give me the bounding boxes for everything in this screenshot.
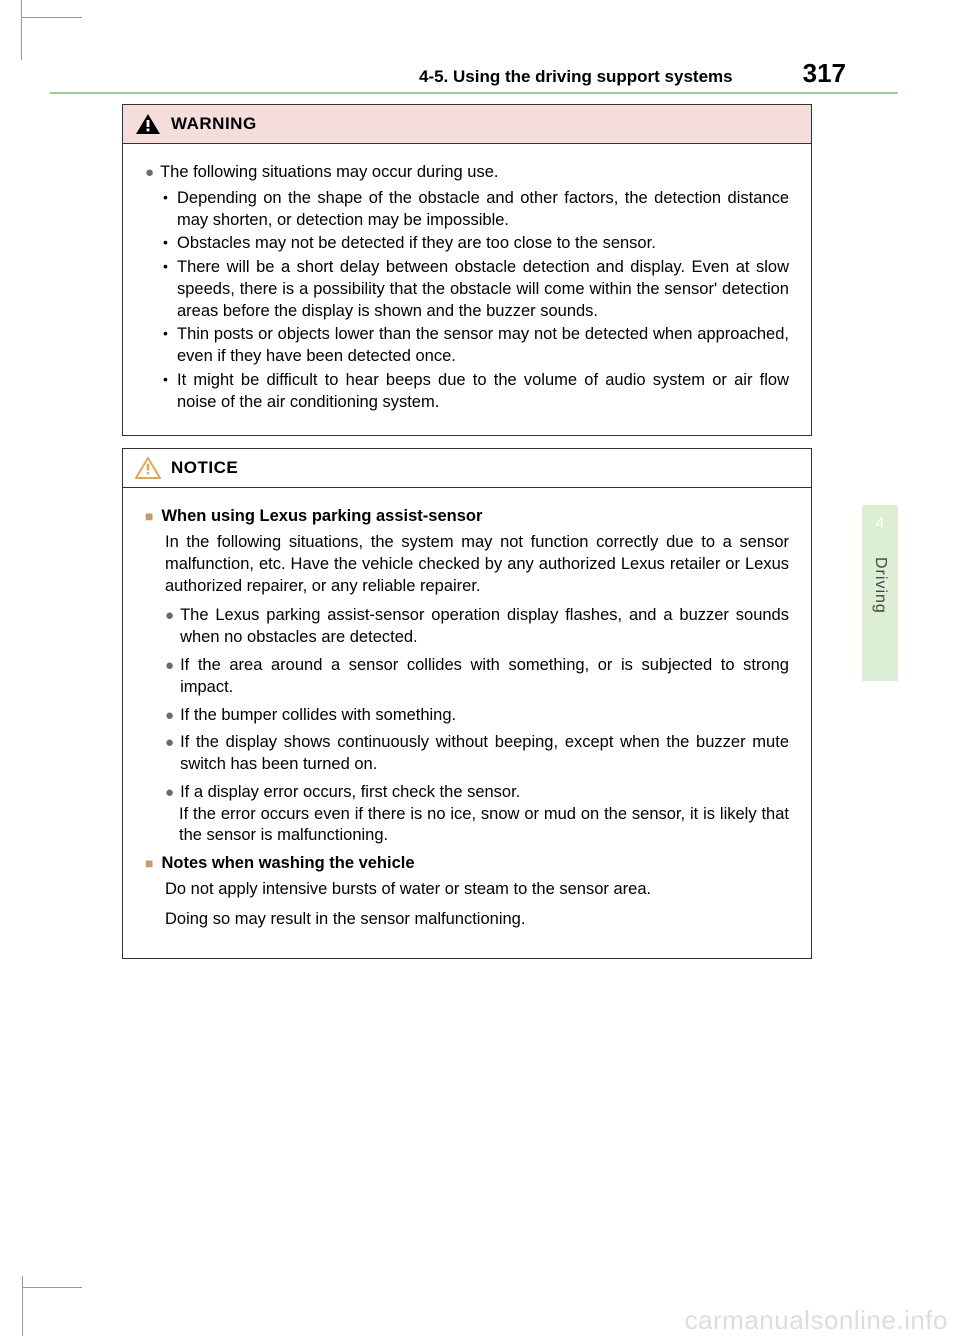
dot-icon: •: [163, 370, 177, 414]
warning-lead: ● The following situations may occur dur…: [145, 162, 789, 184]
section-title: 4-5. Using the driving support systems: [419, 67, 733, 87]
notice-bullet: ● If the bumper collides with something.: [165, 705, 789, 727]
notice-box: NOTICE ■ When using Lexus parking assist…: [122, 448, 812, 959]
notice-bullet: ● If a display error occurs, first check …: [165, 782, 789, 804]
bullet-icon: ●: [165, 655, 174, 699]
square-bullet-icon: ■: [145, 506, 153, 528]
notice-bullet: ●The Lexus parking assist-sensor operati…: [165, 605, 789, 649]
warning-item: •Obstacles may not be detected if they a…: [163, 233, 789, 255]
chapter-number: 4: [862, 505, 898, 533]
notice-bullet-text: If the area around a sensor collides wit…: [180, 655, 789, 699]
notice-subtext: If the error occurs even if there is no …: [179, 804, 789, 848]
warning-item-text: There will be a short delay between obst…: [177, 257, 789, 322]
notice-title-bar: NOTICE: [123, 449, 811, 488]
notice-heading-text: When using Lexus parking assist-sensor: [161, 506, 482, 528]
notice-bullet-text: If a display error occurs, first check t…: [180, 782, 789, 804]
notice-paragraph: Do not apply intensive bursts of water o…: [165, 879, 789, 901]
crop-mark: [22, 1276, 82, 1336]
warning-icon: [135, 113, 161, 135]
crop-mark: [22, 0, 82, 18]
dot-icon: •: [163, 233, 177, 255]
notice-bullet-text: If the bumper collides with something.: [180, 705, 789, 727]
chapter-label: Driving: [871, 557, 889, 614]
warning-sublist: •Depending on the shape of the obstacle …: [163, 188, 789, 414]
warning-item-text: Thin posts or objects lower than the sen…: [177, 324, 789, 368]
dot-icon: •: [163, 188, 177, 232]
warning-item: •It might be difficult to hear beeps due…: [163, 370, 789, 414]
chapter-tab: 4 Driving: [862, 505, 898, 681]
notice-heading: ■ Notes when washing the vehicle: [145, 853, 789, 875]
notice-paragraph: In the following situations, the system …: [165, 532, 789, 597]
notice-title-text: NOTICE: [171, 458, 238, 478]
bullet-icon: ●: [145, 162, 154, 184]
notice-bullet: ●If the area around a sensor collides wi…: [165, 655, 789, 699]
notice-body: ■ When using Lexus parking assist-sensor…: [123, 488, 811, 958]
notice-bullet-text: The Lexus parking assist-sensor operatio…: [180, 605, 789, 649]
notice-paragraph: Doing so may result in the sensor malfun…: [165, 909, 789, 931]
warning-title-bar: WARNING: [123, 105, 811, 144]
dot-icon: •: [163, 324, 177, 368]
notice-heading-text: Notes when washing the vehicle: [161, 853, 414, 875]
warning-item: •Thin posts or objects lower than the se…: [163, 324, 789, 368]
notice-bullet-text: If the display shows continuously withou…: [180, 732, 789, 776]
page-number: 317: [803, 58, 846, 89]
warning-title-text: WARNING: [171, 114, 257, 134]
warning-box: WARNING ● The following situations may o…: [122, 104, 812, 436]
bullet-icon: ●: [165, 605, 174, 649]
notice-bullet: ●If the display shows continuously witho…: [165, 732, 789, 776]
notice-heading: ■ When using Lexus parking assist-sensor: [145, 506, 789, 528]
notice-icon: [135, 457, 161, 479]
page-content: WARNING ● The following situations may o…: [122, 104, 812, 971]
warning-lead-text: The following situations may occur durin…: [160, 162, 498, 184]
warning-item-text: Obstacles may not be detected if they ar…: [177, 233, 789, 255]
header-rule: [50, 92, 898, 94]
dot-icon: •: [163, 257, 177, 322]
bullet-icon: ●: [165, 782, 174, 804]
warning-item: •Depending on the shape of the obstacle …: [163, 188, 789, 232]
bullet-icon: ●: [165, 705, 174, 727]
warning-body: ● The following situations may occur dur…: [123, 144, 811, 435]
warning-item: •There will be a short delay between obs…: [163, 257, 789, 322]
bullet-icon: ●: [165, 732, 174, 776]
warning-item-text: Depending on the shape of the obstacle a…: [177, 188, 789, 232]
watermark: carmanualsonline.info: [685, 1305, 948, 1336]
square-bullet-icon: ■: [145, 853, 153, 875]
warning-item-text: It might be difficult to hear beeps due …: [177, 370, 789, 414]
